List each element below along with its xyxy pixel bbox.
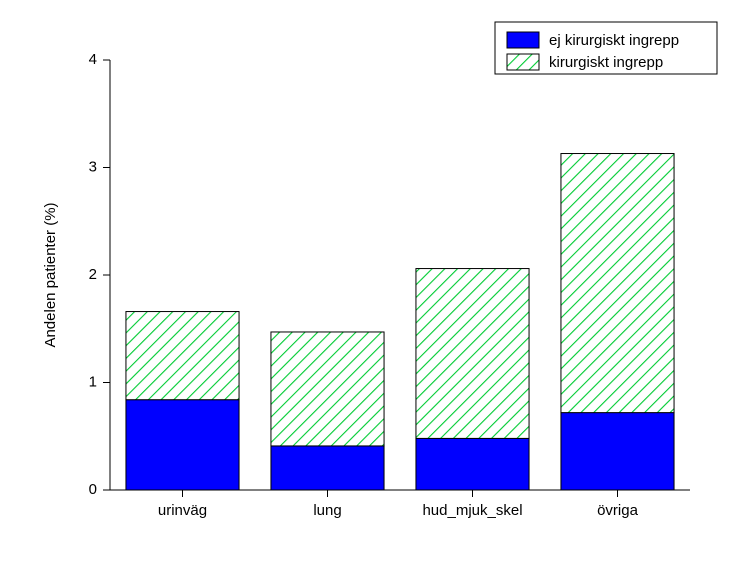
bar-segment xyxy=(126,312,239,400)
legend-swatch xyxy=(507,32,539,48)
bar-segment xyxy=(271,332,384,446)
category-label: urinväg xyxy=(158,502,207,519)
chart-svg: 0 1 2 3 4 Andelen patienter (%) urinväg lung hud… xyxy=(0,0,745,580)
y-tick-label: 4 xyxy=(89,51,97,68)
legend-label: kirurgiskt ingrepp xyxy=(549,54,663,71)
bar-segment xyxy=(416,269,529,439)
y-tick-label: 2 xyxy=(89,266,97,283)
bar-segment xyxy=(416,438,529,490)
bar-segment xyxy=(126,400,239,490)
category-label: övriga xyxy=(597,502,639,519)
stacked-bar-chart: 0 1 2 3 4 Andelen patienter (%) urinväg lung hud… xyxy=(0,0,745,580)
y-axis-label: Andelen patienter (%) xyxy=(42,202,59,347)
bar-segment xyxy=(561,413,674,490)
bar-segment xyxy=(561,154,674,413)
y-tick-label: 3 xyxy=(89,158,97,175)
legend-swatch xyxy=(507,54,539,70)
legend-label: ej kirurgiskt ingrepp xyxy=(549,32,679,49)
category-label: hud_mjuk_skel xyxy=(422,502,522,519)
y-tick-label: 0 xyxy=(89,481,97,498)
y-tick-label: 1 xyxy=(89,373,97,390)
bar-segment xyxy=(271,446,384,490)
category-label: lung xyxy=(313,502,341,519)
